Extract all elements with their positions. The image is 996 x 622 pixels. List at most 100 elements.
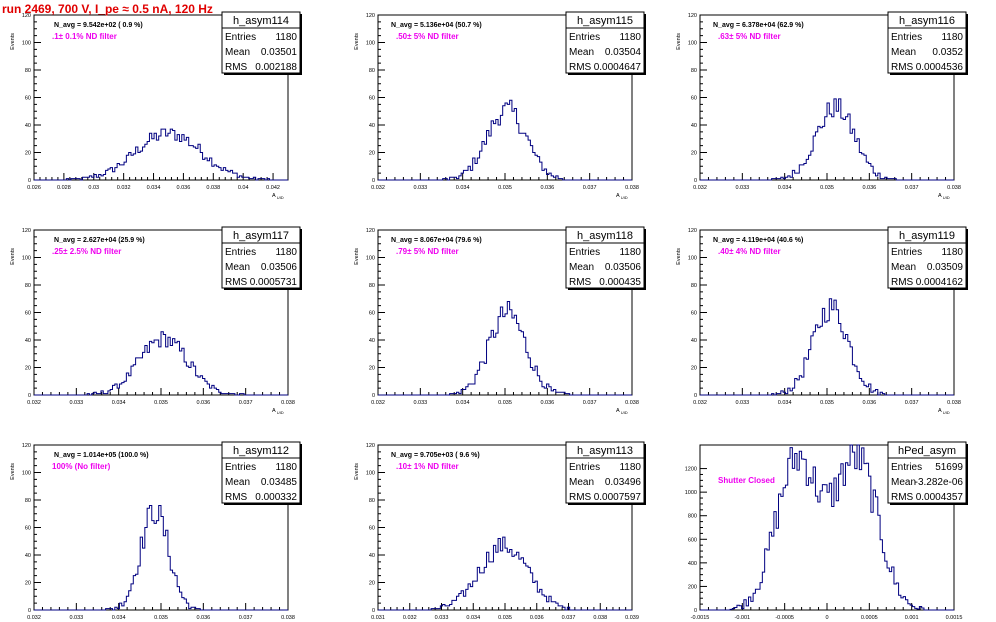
y-tick-label: 200 — [688, 584, 697, 590]
stats-value: 0.0352 — [932, 47, 963, 58]
stats-box — [221, 226, 301, 289]
stats-label: RMS — [569, 277, 592, 288]
x-tick-label: 0.032 — [27, 615, 41, 621]
x-tick-label: 0.001 — [905, 615, 919, 621]
y-axis-label: Events — [10, 248, 16, 265]
x-axis-label: A UID — [616, 193, 628, 200]
x-tick-label: 0.034 — [112, 400, 126, 406]
x-tick-label: 0.0015 — [946, 615, 963, 621]
stats-label: Entries — [225, 247, 256, 258]
x-tick-label: 0.035 — [498, 185, 512, 191]
histogram-name: h_asym114 — [233, 15, 289, 27]
stats-value: 0.0007597 — [594, 492, 642, 503]
stats-value: 0.03496 — [605, 477, 642, 488]
x-tick-label: -0.001 — [735, 615, 751, 621]
stats-value: 1180 — [275, 247, 297, 258]
x-tick-label: 0.037 — [239, 400, 253, 406]
y-tick-label: 60 — [369, 311, 375, 317]
x-tick-label: 0.032 — [371, 185, 385, 191]
stats-label: RMS — [225, 492, 248, 503]
x-tick-label: 0.036 — [540, 400, 554, 406]
x-tick-label: 0.034 — [456, 185, 470, 191]
stats-label: Entries — [569, 32, 600, 43]
y-tick-label: 80 — [691, 283, 697, 289]
x-tick-label: 0.037 — [905, 400, 919, 406]
histogram-name: h_asym115 — [577, 15, 633, 27]
y-tick-label: 80 — [369, 498, 375, 504]
navg-label: N_avg = 4.119e+04 (40.6 %) — [713, 237, 803, 244]
x-tick-label: 0.039 — [625, 615, 639, 621]
histogram-panel: 0 20 40 60 80 100 120 Events 0.032 0.033 0.034 0.03… — [354, 226, 646, 415]
y-tick-label: 80 — [25, 498, 31, 504]
stats-value: 0.03485 — [261, 477, 298, 488]
histogram-line — [700, 98, 954, 181]
navg-label: N_avg = 2.627e+04 (25.9 %) — [54, 237, 145, 244]
histogram-panel: 0 20 40 60 80 100 120 Events 0.026 0.028 0.03 0.032… — [10, 11, 302, 200]
x-tick-label: 0.033 — [413, 185, 427, 191]
stats-label: Entries — [891, 32, 922, 43]
stats-label: Mean — [569, 477, 594, 488]
stats-value: 0.0004357 — [916, 492, 964, 503]
stats-value: -3.282e-06 — [915, 477, 964, 488]
y-tick-label: 40 — [25, 553, 31, 559]
y-tick-label: 120 — [688, 13, 697, 19]
filter-label: .40± 4% ND filter — [718, 247, 781, 256]
x-tick-label: 0.032 — [27, 400, 41, 406]
x-tick-label: -0.0015 — [691, 615, 710, 621]
x-tick-label: 0.034 — [112, 615, 126, 621]
y-tick-label: 60 — [25, 311, 31, 317]
y-tick-label: 40 — [369, 123, 375, 129]
y-tick-label: 40 — [369, 338, 375, 344]
y-tick-label: 80 — [369, 283, 375, 289]
y-tick-label: 120 — [22, 443, 31, 449]
stats-box — [887, 11, 967, 74]
stats-label: Mean — [225, 47, 250, 58]
y-tick-label: 40 — [25, 123, 31, 129]
x-tick-label: 0.038 — [206, 185, 220, 191]
x-tick-label: 0.037 — [562, 615, 576, 621]
x-axis-label: A UID — [616, 408, 628, 415]
y-tick-label: 80 — [25, 68, 31, 74]
y-tick-label: 80 — [369, 68, 375, 74]
stats-label: Mean — [225, 477, 250, 488]
y-tick-label: 40 — [369, 553, 375, 559]
x-tick-label: 0.035 — [498, 400, 512, 406]
stats-box — [221, 441, 301, 504]
y-tick-label: 1000 — [685, 490, 697, 496]
y-tick-label: 60 — [25, 96, 31, 102]
y-tick-label: 20 — [25, 366, 31, 372]
y-tick-label: 40 — [691, 123, 697, 129]
x-tick-label: 0.026 — [27, 185, 41, 191]
histogram-name: h_asym118 — [577, 230, 633, 242]
x-tick-label: 0.035 — [154, 615, 168, 621]
x-tick-label: 0.032 — [403, 615, 417, 621]
stats-label: Mean — [891, 262, 916, 273]
x-tick-label: 0.04 — [238, 185, 249, 191]
stats-box — [565, 441, 645, 504]
x-tick-label: 0.038 — [625, 185, 639, 191]
filter-label: .50± 5% ND filter — [396, 32, 459, 41]
y-tick-label: 60 — [25, 526, 31, 532]
y-tick-label: 100 — [22, 256, 31, 262]
x-tick-label: 0.036 — [196, 615, 210, 621]
stats-box — [887, 441, 967, 504]
y-tick-label: 20 — [691, 366, 697, 372]
stats-box — [887, 226, 967, 289]
x-tick-label: 0.042 — [266, 185, 280, 191]
x-tick-label: 0.0005 — [861, 615, 878, 621]
x-axis-label: A UID — [272, 408, 284, 415]
y-tick-label: 20 — [691, 151, 697, 157]
y-tick-label: 20 — [369, 581, 375, 587]
histogram-panel: 0 20 40 60 80 100 120 Events 0.032 0.033 0.034 0.03… — [354, 11, 646, 200]
y-tick-label: 100 — [688, 256, 697, 262]
y-tick-label: 400 — [688, 561, 697, 567]
stats-label: RMS — [891, 62, 914, 73]
stats-label: RMS — [225, 62, 248, 73]
filter-label: Shutter Closed — [718, 476, 775, 485]
stats-value: 0.03509 — [927, 262, 964, 273]
y-axis-label: Events — [354, 248, 360, 265]
y-tick-label: 100 — [366, 256, 375, 262]
x-tick-label: 0.038 — [625, 400, 639, 406]
stats-value: 1180 — [619, 462, 641, 473]
stats-value: 1180 — [619, 32, 641, 43]
